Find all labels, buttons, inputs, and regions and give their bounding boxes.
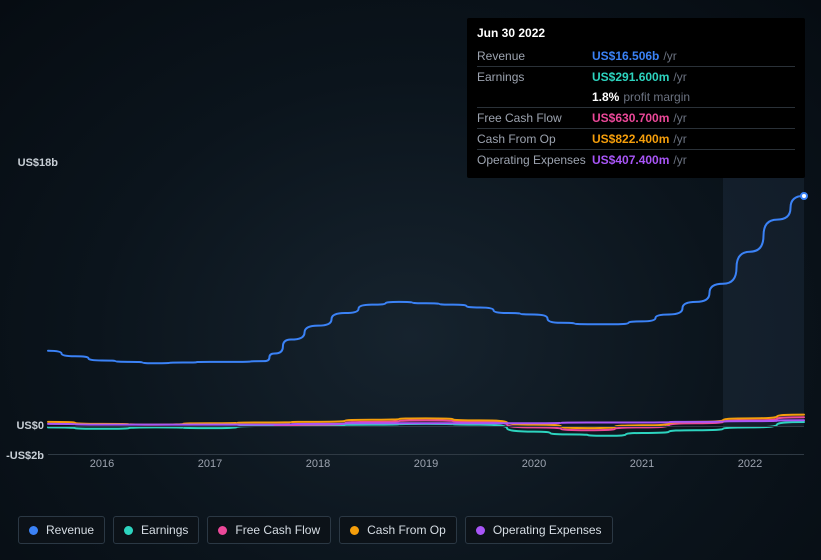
legend-label: Earnings	[141, 523, 188, 537]
x-tick: 2019	[414, 458, 438, 470]
legend-item-revenue[interactable]: Revenue	[18, 516, 105, 544]
x-tick: 2022	[738, 458, 762, 470]
legend-label: Free Cash Flow	[235, 523, 320, 537]
legend-dot	[476, 526, 485, 535]
tooltip-row-value: US$291.600m/yr	[592, 70, 687, 84]
x-tick: 2016	[90, 458, 114, 470]
legend-label: Revenue	[46, 523, 94, 537]
tooltip-rows: RevenueUS$16.506b/yrEarningsUS$291.600m/…	[477, 46, 795, 170]
line-series-svg	[48, 175, 804, 454]
tooltip-row-value: US$16.506b/yr	[592, 49, 677, 63]
tooltip-row: Operating ExpensesUS$407.400m/yr	[477, 149, 795, 170]
legend-item-cash-from-op[interactable]: Cash From Op	[339, 516, 457, 544]
tooltip-row-label: Cash From Op	[477, 132, 592, 146]
series-revenue	[48, 196, 804, 363]
plot-area	[48, 175, 804, 454]
financials-chart: US$18b US$0 -US$2b 201620172018201920202…	[16, 158, 806, 480]
x-tick: 2017	[198, 458, 222, 470]
legend-dot	[218, 526, 227, 535]
series-marker	[800, 192, 808, 200]
legend-label: Operating Expenses	[493, 523, 602, 537]
legend-dot	[124, 526, 133, 535]
legend-dot	[350, 526, 359, 535]
legend-dot	[29, 526, 38, 535]
tooltip-card: Jun 30 2022 RevenueUS$16.506b/yrEarnings…	[467, 18, 805, 178]
legend-item-earnings[interactable]: Earnings	[113, 516, 199, 544]
tooltip-profit-margin: 1.8%profit margin	[477, 87, 795, 107]
x-tick: 2021	[630, 458, 654, 470]
tooltip-row-label: Operating Expenses	[477, 153, 592, 167]
tooltip-row: EarningsUS$291.600m/yr	[477, 66, 795, 87]
legend-item-free-cash-flow[interactable]: Free Cash Flow	[207, 516, 331, 544]
baseline-min	[48, 454, 804, 455]
tooltip-row-label: Revenue	[477, 49, 592, 63]
tooltip-row-value: US$630.700m/yr	[592, 111, 687, 125]
x-axis-line	[48, 426, 804, 427]
legend: Revenue Earnings Free Cash Flow Cash From O…	[18, 516, 613, 544]
tooltip-row: Cash From OpUS$822.400m/yr	[477, 128, 795, 149]
y-label-bottom: -US$2b	[2, 450, 44, 462]
tooltip-row-value: US$407.400m/yr	[592, 153, 687, 167]
x-tick: 2020	[522, 458, 546, 470]
x-tick: 2018	[306, 458, 330, 470]
tooltip-row-label: Earnings	[477, 70, 592, 84]
legend-label: Cash From Op	[367, 523, 446, 537]
legend-item-operating-expenses[interactable]: Operating Expenses	[465, 516, 613, 544]
tooltip-row: Free Cash FlowUS$630.700m/yr	[477, 107, 795, 128]
tooltip-row: RevenueUS$16.506b/yr	[477, 46, 795, 66]
tooltip-row-value: US$822.400m/yr	[592, 132, 687, 146]
y-label-top: US$18b	[2, 157, 58, 169]
tooltip-date: Jun 30 2022	[477, 26, 795, 46]
tooltip-row-label: Free Cash Flow	[477, 111, 592, 125]
y-label-zero: US$0	[2, 420, 44, 432]
